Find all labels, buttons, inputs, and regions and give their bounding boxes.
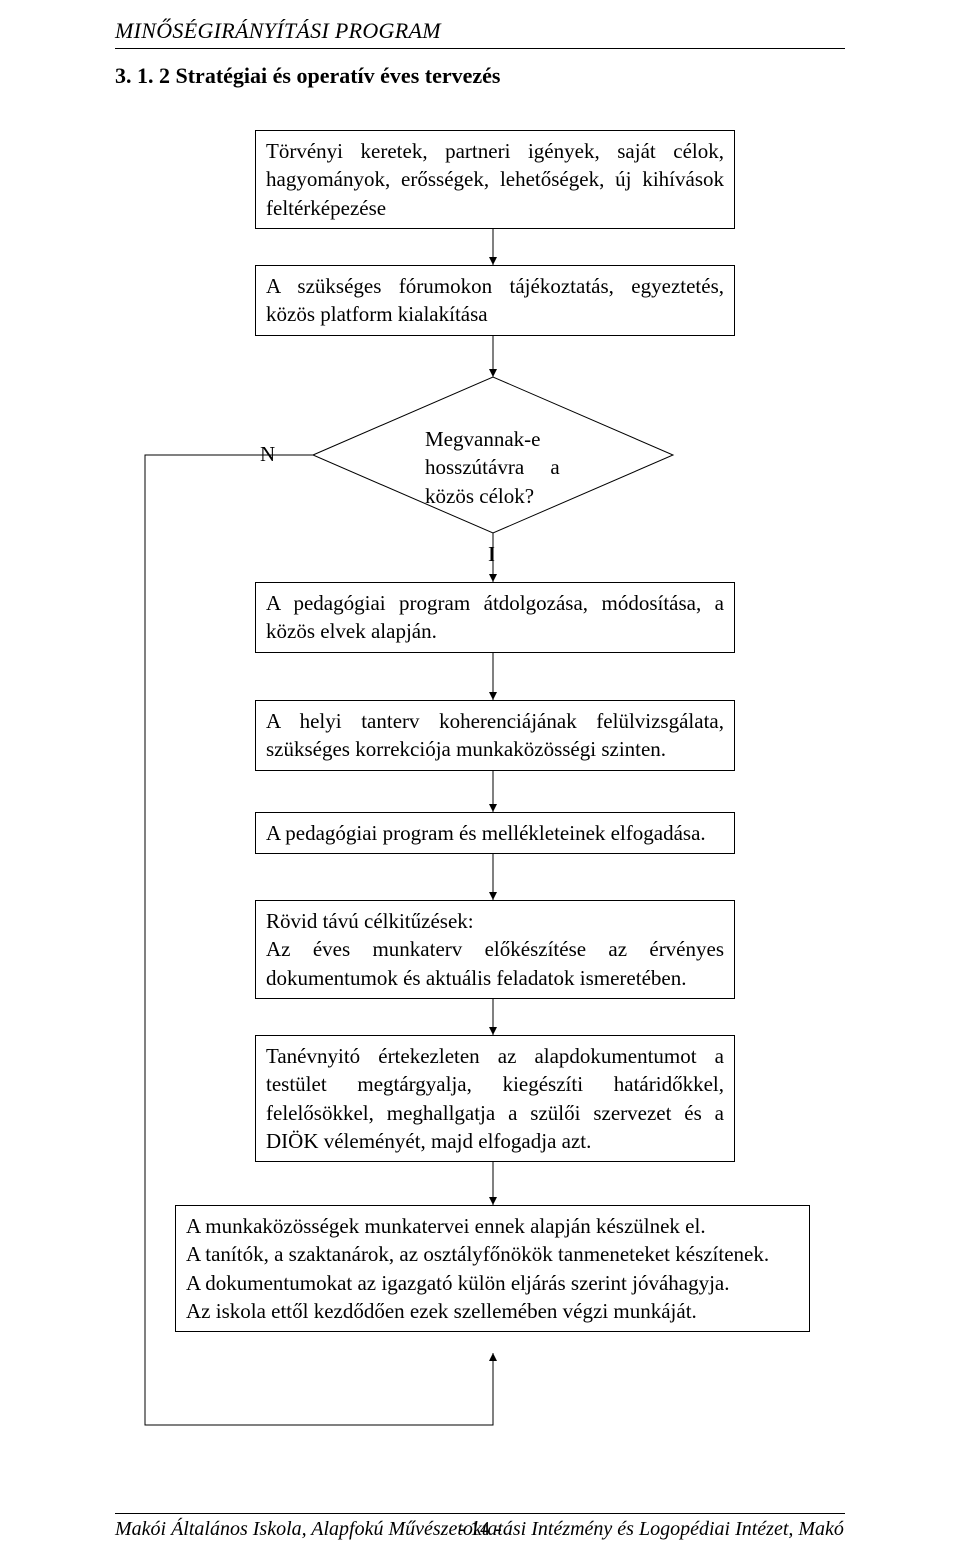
- flow-box-pedagogiai-modositas: A pedagógiai program átdolgozása, módosí…: [255, 582, 735, 653]
- footer-rule: [115, 1513, 845, 1514]
- flow-box-forum: A szükséges fórumokon tájékoztatás, egye…: [255, 265, 735, 336]
- header-title: MINŐSÉGIRÁNYÍTÁSI PROGRAM: [115, 18, 441, 44]
- page-root: MINŐSÉGIRÁNYÍTÁSI PROGRAM 3. 1. 2 Straté…: [0, 0, 960, 1559]
- flowchart-area: Törvényi keretek, partneri igények, sajá…: [115, 100, 845, 1440]
- section-heading: 3. 1. 2 Stratégiai és operatív éves terv…: [115, 63, 500, 89]
- page-number: - 14 -: [0, 1518, 960, 1541]
- decision-line1: Megvannak-e: [425, 425, 585, 453]
- decision-n-label: N: [260, 442, 275, 467]
- flow-box-tanevnyito: Tanévnyitó értekezleten az alapdokumentu…: [255, 1035, 735, 1162]
- decision-text: Megvannak-e hosszútávra a közös célok?: [425, 425, 585, 510]
- decision-line3: közös célok?: [425, 482, 585, 510]
- flow-box-rovid-tavu: Rövid távú célkitűzések: Az éves munkate…: [255, 900, 735, 999]
- decision-i-label: I: [488, 542, 495, 567]
- flow-box-inputs: Törvényi keretek, partneri igények, sajá…: [255, 130, 735, 229]
- flow-box-munkakozossegek: A munkaközösségek munkatervei ennek alap…: [175, 1205, 810, 1332]
- flow-box-elfogadasa: A pedagógiai program és mellékleteinek e…: [255, 812, 735, 854]
- flow-box-helyi-tanterv: A helyi tanterv koherenciájának felülviz…: [255, 700, 735, 771]
- decision-line2: hosszútávra a: [425, 453, 585, 481]
- header-rule: [115, 48, 845, 49]
